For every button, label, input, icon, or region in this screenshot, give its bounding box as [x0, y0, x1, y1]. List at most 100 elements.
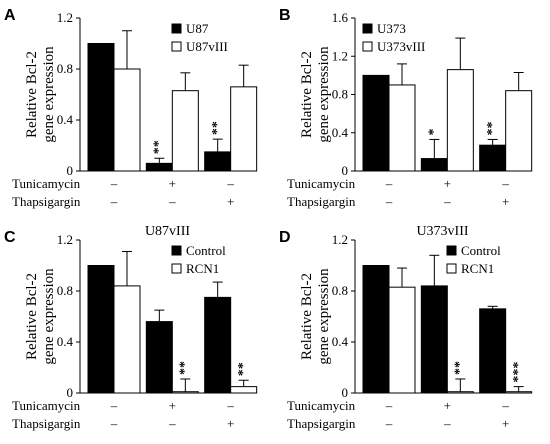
legend-label: RCN1 — [186, 261, 219, 276]
y-tick-label: 0.4 — [57, 112, 74, 127]
y-tick-label: 0 — [67, 163, 74, 178]
panel-label: B — [279, 7, 291, 24]
significance-label: ** — [236, 362, 251, 376]
bar — [113, 285, 141, 394]
legend-swatch — [362, 23, 373, 34]
treatment-label: Thapsigargin — [12, 416, 81, 431]
bar — [420, 285, 448, 394]
y-axis-label: gene expression — [316, 268, 332, 365]
treatment-mark: – — [501, 176, 509, 191]
bar — [87, 43, 115, 172]
treatment-label: Tunicamycin — [287, 176, 356, 191]
panel-a-chart: A Relative Bcl-2 gene expression 0 0.4 0.8 1.2… — [4, 7, 258, 209]
significance-label: *** — [511, 362, 526, 383]
legend-swatch — [446, 245, 457, 256]
bar — [171, 90, 199, 172]
legend-swatch — [362, 41, 373, 52]
panel-a: A Relative Bcl-2 gene expression 0 0.4 0.8 1.2… — [0, 0, 275, 222]
treatment-label: Tunicamycin — [287, 398, 356, 413]
legend-label: U87 — [186, 21, 209, 36]
panel-b-chart: B Relative Bcl-2 gene expression 0 0.4 0.8 1.2… — [279, 7, 533, 209]
legend-label: Control — [186, 243, 226, 258]
treatment-mark: – — [385, 176, 393, 191]
treatment-label: Thapsigargin — [287, 194, 356, 209]
bar — [113, 68, 141, 172]
chart-title: U87vIII — [145, 224, 190, 239]
treatment-mark: – — [226, 176, 234, 191]
treatment-mark: + — [227, 416, 234, 431]
treatment-mark: – — [110, 194, 118, 209]
significance-label: ** — [453, 361, 468, 375]
legend-label: Control — [461, 243, 501, 258]
y-axis-label: gene expression — [41, 46, 57, 143]
y-tick-label: 1.2 — [332, 48, 348, 63]
bar — [145, 162, 173, 172]
bar — [505, 90, 533, 172]
treatment-label: Thapsigargin — [287, 416, 356, 431]
significance-label: ** — [485, 121, 500, 135]
bar — [362, 74, 390, 172]
bar — [87, 265, 115, 394]
panel-label: D — [279, 229, 291, 246]
y-axis-label: Relative Bcl-2 — [299, 273, 315, 360]
y-tick-label: 0 — [342, 163, 349, 178]
legend-label: U87vIII — [186, 39, 228, 54]
bar — [446, 391, 474, 394]
y-tick-label: 0.8 — [332, 87, 348, 102]
treatment-mark: + — [169, 176, 176, 191]
treatment-mark: – — [443, 194, 451, 209]
panel-d-chart: D U373vIII Relative Bcl-2 gene expression 0 0… — [279, 224, 533, 431]
significance-label: ** — [210, 121, 225, 135]
y-tick-label: 0 — [67, 385, 74, 400]
legend-swatch — [446, 263, 457, 274]
legend-swatch — [171, 245, 182, 256]
panel-label: C — [4, 229, 16, 246]
treatment-mark: + — [227, 194, 234, 209]
y-tick-label: 0.8 — [332, 283, 348, 298]
legend-label: U373 — [377, 21, 406, 36]
bar — [230, 386, 258, 394]
treatment-mark: – — [110, 398, 118, 413]
legend-swatch — [171, 23, 182, 34]
treatment-mark: – — [168, 416, 176, 431]
bar — [171, 391, 199, 394]
legend-label: U373vIII — [377, 39, 425, 54]
panel-c-chart: C U87vIII Relative Bcl-2 gene expression 0 0.… — [4, 224, 258, 431]
y-tick-label: 1.2 — [57, 10, 73, 25]
panel-b: B Relative Bcl-2 gene expression 0 0.4 0.8 1.2… — [275, 0, 550, 222]
y-axis-label: Relative Bcl-2 — [24, 51, 40, 138]
bar — [446, 69, 474, 172]
treatment-mark: + — [444, 398, 451, 413]
legend-swatch — [171, 41, 182, 52]
treatment-label: Tunicamycin — [12, 176, 81, 191]
bar — [388, 84, 416, 172]
treatment-mark: – — [385, 398, 393, 413]
y-tick-label: 0.8 — [57, 283, 73, 298]
treatment-mark: – — [385, 416, 393, 431]
bar — [145, 321, 173, 394]
significance-label: ** — [152, 140, 167, 154]
bar — [388, 286, 416, 394]
legend-label: RCN1 — [461, 261, 494, 276]
treatment-mark: – — [501, 398, 509, 413]
treatment-mark: – — [443, 416, 451, 431]
treatment-mark: + — [169, 398, 176, 413]
bar — [479, 144, 507, 172]
y-axis-label: Relative Bcl-2 — [24, 273, 40, 360]
significance-label: * — [427, 128, 442, 135]
treatment-mark: – — [110, 176, 118, 191]
bar — [204, 151, 232, 172]
treatment-mark: – — [385, 194, 393, 209]
panel-c: C U87vIII Relative Bcl-2 gene expression 0 0.… — [0, 222, 275, 444]
chart-title: U373vIII — [416, 224, 468, 239]
y-tick-label: 0.8 — [57, 61, 73, 76]
y-axis-label: gene expression — [41, 268, 57, 365]
legend-swatch — [171, 263, 182, 274]
y-tick-label: 0 — [342, 385, 349, 400]
y-tick-label: 1.2 — [332, 232, 348, 247]
treatment-mark: – — [168, 194, 176, 209]
treatment-label: Thapsigargin — [12, 194, 81, 209]
treatment-mark: – — [226, 398, 234, 413]
treatment-mark: – — [110, 416, 118, 431]
bar — [362, 265, 390, 394]
